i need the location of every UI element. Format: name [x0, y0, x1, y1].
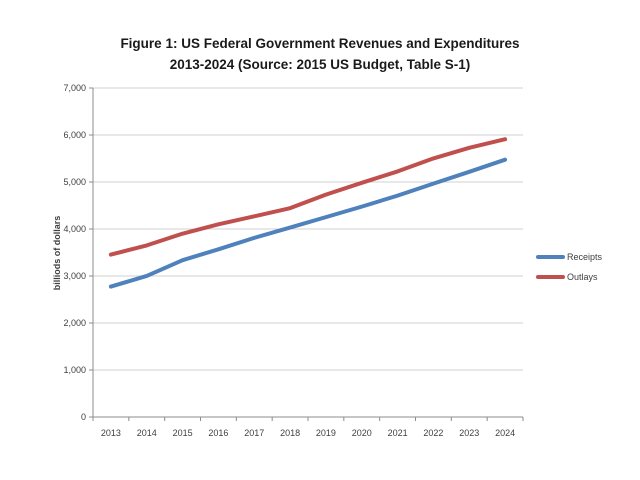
- legend-swatch-outlays: [536, 275, 565, 279]
- x-tick-label: 2013: [101, 428, 121, 438]
- x-tick-label: 2021: [388, 428, 408, 438]
- series-line-outlays: [108, 137, 508, 257]
- y-tick-label: 5,000: [63, 177, 86, 187]
- x-tick-label: 2017: [244, 428, 264, 438]
- y-tick-label: 1,000: [63, 365, 86, 375]
- x-tick-label: 2015: [173, 428, 193, 438]
- y-tick-label: 0: [81, 412, 86, 422]
- chart-title-line1: Figure 1: US Federal Government Revenues…: [120, 36, 520, 51]
- y-tick-label: 2,000: [63, 318, 86, 328]
- x-tick-label: 2020: [352, 428, 372, 438]
- y-tick-label: 7,000: [63, 83, 86, 93]
- legend-item-outlays: Outlays: [536, 267, 602, 287]
- x-tick-label: 2018: [280, 428, 300, 438]
- legend-item-receipts: Receipts: [536, 247, 602, 267]
- y-tick-label: 3,000: [63, 271, 86, 281]
- legend-label-outlays: Outlays: [567, 272, 598, 282]
- series-line-receipts: [108, 157, 508, 289]
- legend-swatch-receipts: [536, 255, 565, 259]
- chart-title-line2: 2013-2024 (Source: 2015 US Budget, Table…: [169, 57, 471, 72]
- y-tick-label: 4,000: [63, 224, 86, 234]
- x-tick-label: 2022: [423, 428, 443, 438]
- x-tick-label: 2016: [208, 428, 228, 438]
- x-tick-label: 2014: [137, 428, 157, 438]
- x-tick-label: 2019: [316, 428, 336, 438]
- x-tick-label: 2023: [459, 428, 479, 438]
- x-tick-label: 2024: [495, 428, 515, 438]
- chart-title: Figure 1: US Federal Government Revenues…: [0, 33, 640, 75]
- y-tick-label: 6,000: [63, 130, 86, 140]
- legend: Receipts Outlays: [536, 247, 602, 287]
- legend-label-receipts: Receipts: [567, 252, 603, 262]
